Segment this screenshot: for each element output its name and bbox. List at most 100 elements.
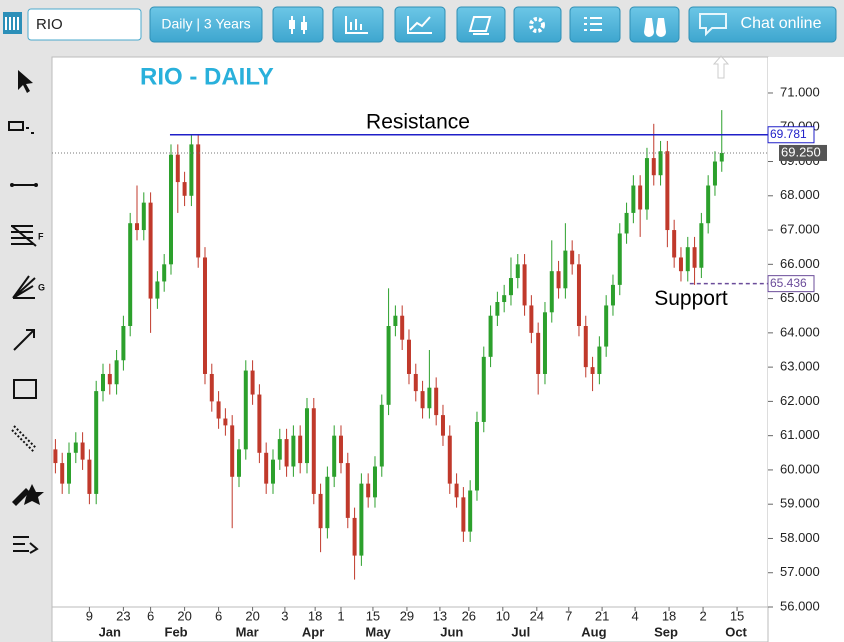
y-tick-label: 58.000 — [780, 530, 820, 545]
candle-body — [100, 373, 105, 392]
fib-tool[interactable] — [11, 225, 37, 247]
x-tick-label: 21 — [595, 608, 609, 623]
binocular-icon — [644, 18, 666, 37]
annotate-tool[interactable] — [12, 484, 44, 506]
month-label: Apr — [302, 624, 324, 639]
list-tool[interactable] — [13, 536, 39, 554]
x-tick-label: 6 — [215, 608, 222, 623]
hline-tool — [10, 183, 14, 187]
candle-body — [168, 154, 173, 265]
x-tick-label: 13 — [433, 608, 447, 623]
candle-body — [719, 152, 724, 162]
bar-button[interactable] — [332, 6, 384, 43]
candle-button[interactable] — [272, 6, 324, 43]
candle-body — [311, 408, 316, 494]
candle-body — [155, 281, 160, 299]
candle-body — [352, 517, 357, 556]
candle-body — [434, 387, 439, 416]
month-label: Oct — [725, 624, 747, 639]
candle-body — [610, 284, 615, 306]
candle-body — [325, 476, 330, 529]
period-button[interactable] — [149, 6, 263, 43]
chat-icon — [699, 13, 727, 37]
candle-body — [454, 483, 459, 498]
resistance-box — [767, 126, 815, 144]
candle-body — [257, 394, 262, 453]
gann-letter: G — [38, 282, 45, 292]
candle-body — [196, 144, 201, 258]
candle-body — [672, 230, 677, 258]
support-box — [767, 275, 815, 293]
binocular-button[interactable] — [629, 6, 680, 43]
candle-body — [73, 442, 78, 453]
x-tick-label: 29 — [400, 608, 414, 623]
candle-body — [318, 493, 323, 529]
candle-body — [624, 212, 629, 234]
candle-body — [461, 497, 466, 532]
candle-body — [468, 490, 473, 532]
y-tick-label: 56.000 — [780, 598, 820, 613]
select-tool[interactable] — [8, 121, 34, 134]
gann-tool[interactable] — [12, 275, 36, 299]
candle-body — [379, 404, 384, 467]
arrow-tool[interactable] — [13, 329, 35, 351]
support-value: 65.436 — [770, 276, 807, 290]
candle-body — [508, 278, 513, 296]
x-tick-label: 1 — [337, 608, 344, 623]
settings-button[interactable] — [513, 6, 562, 43]
candle-body — [488, 315, 493, 357]
candle-body — [94, 391, 99, 494]
support-label: Support — [654, 287, 728, 310]
candle-body — [570, 250, 575, 265]
candle-body — [604, 305, 609, 347]
rect-tool[interactable] — [13, 379, 37, 399]
candle-body — [542, 312, 547, 374]
channel-tool[interactable] — [11, 425, 37, 453]
candle-body — [209, 373, 214, 402]
x-tick-label: 9 — [86, 608, 93, 623]
y-tick-label: 60.000 — [780, 461, 820, 476]
fib-letter: F — [38, 231, 44, 241]
pointer-tool[interactable] — [18, 70, 33, 93]
candle-body — [651, 158, 656, 176]
book-button[interactable] — [456, 6, 506, 43]
candle-body — [304, 408, 309, 464]
candle-body — [53, 449, 58, 464]
month-label: Jun — [440, 624, 463, 639]
symbol-input[interactable] — [27, 8, 142, 41]
candle-body — [447, 435, 452, 484]
candle-body — [481, 356, 486, 422]
y-tick-label: 62.000 — [780, 393, 820, 408]
candle-body — [590, 367, 595, 374]
candle-body — [712, 161, 717, 186]
candle-body — [597, 346, 602, 374]
candle-body — [413, 373, 418, 392]
chart: 56.000 57.000 58.000 59.000 60.000 61.000 62.0… — [52, 84, 827, 639]
resistance-value: 69.781 — [770, 127, 807, 141]
y-tick-label: 67.000 — [780, 221, 820, 236]
candle-body — [406, 339, 411, 374]
candle-body — [230, 425, 235, 477]
chat-text: Chat online — [741, 15, 822, 32]
left-toolbar: F G — [8, 70, 45, 554]
x-tick-label: 26 — [462, 608, 476, 623]
candle-body — [141, 202, 146, 231]
candle-body — [80, 442, 85, 460]
x-tick-label: 4 — [631, 608, 638, 623]
book-icon — [468, 16, 492, 35]
candle-body — [243, 370, 248, 450]
month-label: Sep — [654, 624, 678, 639]
candle-body — [420, 391, 425, 409]
candle-body — [202, 257, 207, 374]
x-tick-label: 18 — [662, 608, 676, 623]
x-tick-label: 2 — [699, 608, 706, 623]
candle-body — [474, 421, 479, 491]
candle-body — [372, 466, 377, 498]
candle-body — [66, 452, 71, 484]
candle-body — [182, 182, 187, 196]
x-tick-label: 18 — [308, 608, 322, 623]
y-tick-label: 66.000 — [780, 256, 820, 271]
x-tick-label: 6 — [147, 608, 154, 623]
candle-body — [277, 439, 282, 460]
x-tick-label: 15 — [366, 608, 380, 623]
